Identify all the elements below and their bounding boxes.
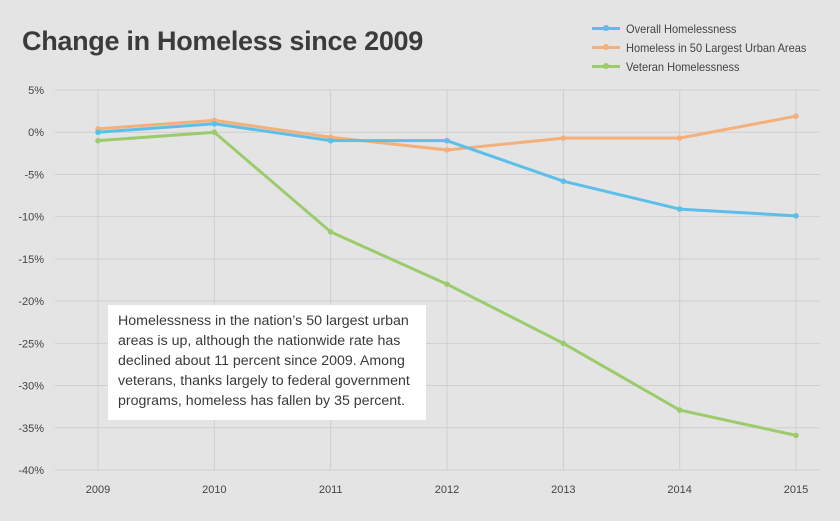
legend-item-overall: Overall Homelessness — [592, 19, 822, 38]
legend-label-urban: Homeless in 50 Largest Urban Areas — [626, 40, 807, 55]
y-tick-label: -35% — [18, 423, 44, 435]
chart-title: Change in Homeless since 2009 — [22, 26, 423, 56]
data-point-overall — [327, 137, 334, 144]
data-point-veteran — [793, 432, 799, 439]
x-tick-label: 2013 — [551, 484, 575, 496]
data-point-veteran — [560, 340, 567, 347]
y-tick-label: -20% — [18, 296, 44, 308]
y-tick-label: 0% — [28, 127, 44, 139]
annotation-box — [108, 305, 426, 420]
x-tick-label: 2011 — [319, 484, 343, 496]
y-tick-label: -25% — [18, 338, 44, 350]
data-point-urban — [793, 113, 799, 119]
y-tick-label: -10% — [18, 212, 44, 224]
data-point-urban — [676, 135, 683, 141]
x-tick-label: 2012 — [435, 484, 459, 496]
data-point-overall — [95, 129, 101, 136]
data-point-overall — [444, 137, 450, 144]
x-tick-label: 2009 — [86, 484, 110, 496]
legend-item-veteran: Veteran Homelessness — [592, 57, 822, 76]
x-tick-label: 2014 — [667, 484, 691, 496]
y-tick-label: -40% — [18, 465, 44, 477]
chart-legend: Overall Homelessness Homeless in 50 Larg… — [592, 19, 822, 76]
x-tick-label: 2010 — [202, 484, 226, 496]
data-point-veteran — [327, 229, 334, 235]
data-point-overall — [793, 213, 799, 219]
data-point-overall — [560, 178, 567, 184]
legend-item-urban: Homeless in 50 Largest Urban Areas — [592, 38, 822, 57]
legend-label-veteran: Veteran Homelessness — [626, 59, 740, 74]
data-point-veteran — [444, 281, 450, 288]
data-point-overall — [676, 206, 683, 212]
legend-swatch-urban — [592, 44, 620, 50]
data-point-urban — [560, 135, 567, 141]
annotation-text: Homelessness in the nation’s 50 largest … — [118, 313, 410, 409]
y-tick-label: -5% — [24, 169, 44, 181]
y-tick-label: -30% — [18, 381, 44, 393]
y-tick-label: -15% — [18, 254, 44, 266]
data-point-veteran — [95, 137, 101, 144]
data-point-overall — [211, 120, 218, 127]
legend-label-overall: Overall Homelessness — [626, 21, 737, 36]
y-tick-label: 5% — [28, 85, 44, 97]
x-tick-label: 2015 — [784, 484, 808, 496]
data-point-veteran — [676, 407, 683, 413]
legend-swatch-veteran — [592, 63, 620, 69]
data-point-veteran — [211, 129, 218, 136]
legend-swatch-overall — [592, 25, 620, 31]
data-point-urban — [444, 147, 450, 153]
